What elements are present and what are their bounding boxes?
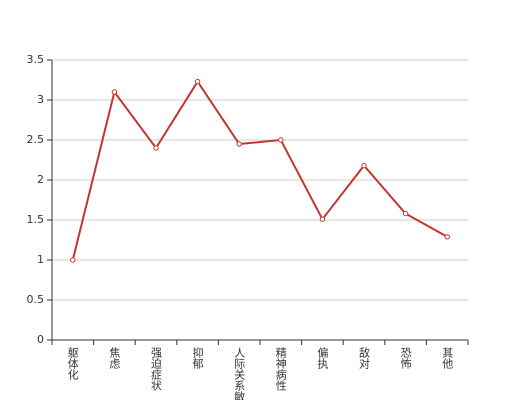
- y-tick-label: 1: [37, 253, 44, 266]
- y-tick-label: 1.5: [27, 213, 45, 226]
- x-tick-label: 焦虑: [108, 347, 121, 369]
- point: [70, 257, 76, 263]
- x-tick-label: 偏执: [316, 346, 329, 370]
- point: [361, 162, 367, 169]
- x-tick-label: 躯体化: [66, 347, 79, 381]
- x-tick-label: 恐怖: [399, 347, 412, 369]
- y-tick-label: 2: [37, 173, 44, 186]
- point: [278, 137, 284, 143]
- x-tick-label: 强迫症状: [150, 347, 163, 391]
- line: [71, 79, 448, 261]
- x-tick-label: 人际关系敏感: [233, 347, 246, 400]
- x-tick-label: 其他: [441, 347, 454, 369]
- point: [111, 89, 118, 95]
- y-tick-label: 0.5: [27, 293, 45, 306]
- point: [153, 145, 159, 151]
- y-tick-label: 3: [37, 93, 44, 106]
- x-tick-label: 抑郁: [191, 346, 204, 369]
- point: [402, 210, 409, 217]
- y-tick-label: 2.5: [27, 133, 45, 146]
- y-tick-label: 0: [37, 333, 44, 346]
- point: [236, 141, 242, 147]
- x-tick-label: 精神病性: [274, 347, 287, 392]
- x-tick-label: 敌对: [358, 346, 371, 369]
- point: [444, 234, 450, 240]
- y-tick-label: 3.5: [27, 53, 45, 66]
- point: [319, 216, 326, 222]
- point: [194, 78, 201, 85]
